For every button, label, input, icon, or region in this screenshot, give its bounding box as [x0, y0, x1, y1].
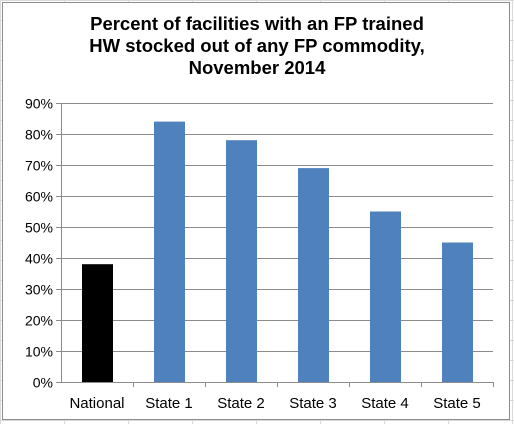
chart-title-line-1: Percent of facilities with an FP trained [90, 13, 424, 34]
x-tick-label: State 4 [361, 395, 409, 412]
bars [82, 121, 473, 382]
y-tick-label: 70% [25, 158, 53, 174]
gridlines [61, 103, 493, 352]
bar-state-1 [154, 121, 185, 382]
x-tick-label: National [69, 395, 124, 412]
y-tick-label: 50% [25, 220, 53, 236]
y-tick-label: 90% [25, 96, 53, 112]
bar-state-2 [226, 140, 257, 382]
bar-state-4 [370, 211, 401, 382]
y-tick-label: 0% [33, 375, 53, 391]
chart-title: Percent of facilities with an FP trained… [3, 13, 511, 79]
tick-labels: 0% 10% 20% 30% 40% 50% 60% 70% 80% 90% National Sta… [25, 96, 481, 413]
axes [56, 103, 494, 387]
x-tick-label: State 5 [433, 395, 481, 412]
y-tick-label: 20% [25, 313, 53, 329]
chart-title-line-2: HW stocked out of any FP commodity, [89, 35, 425, 56]
bar-national [82, 264, 113, 382]
y-tick-label: 10% [25, 344, 53, 360]
y-tick-label: 80% [25, 127, 53, 143]
y-tick-label: 40% [25, 251, 53, 267]
chart-title-line-3: November 2014 [188, 57, 326, 78]
bar-state-3 [298, 168, 329, 382]
bar-chart: 0% 10% 20% 30% 40% 50% 60% 70% 80% 90% National Sta… [25, 96, 494, 413]
x-tick-label: State 2 [217, 395, 265, 412]
x-tick-label: State 3 [289, 395, 337, 412]
y-tick-label: 30% [25, 282, 53, 298]
chart-frame[interactable]: Percent of facilities with an FP trained… [2, 2, 510, 420]
x-tick-label: State 1 [145, 395, 193, 412]
y-tick-label: 60% [25, 189, 53, 205]
bar-state-5 [442, 242, 473, 382]
